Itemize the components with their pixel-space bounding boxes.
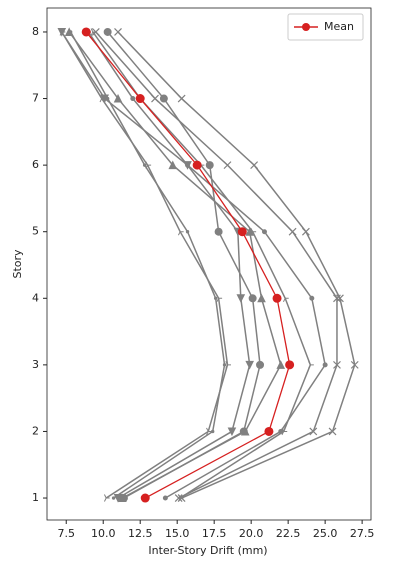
marker [250, 227, 257, 236]
marker [142, 163, 147, 167]
marker [322, 362, 328, 368]
marker [192, 160, 202, 170]
marker [103, 494, 110, 502]
marker [140, 493, 150, 503]
marker [113, 93, 123, 103]
marker [276, 360, 286, 369]
marker [213, 296, 218, 300]
marker [103, 27, 112, 36]
marker [130, 96, 136, 102]
marker [333, 294, 341, 303]
y-tick-label: 6 [32, 158, 39, 171]
series-line [68, 31, 282, 499]
marker [309, 295, 315, 301]
marker [214, 227, 223, 236]
marker [151, 94, 159, 103]
x-tick-label: 7.5 [57, 527, 75, 540]
y-tick-label: 7 [32, 92, 39, 105]
marker [301, 227, 310, 236]
series-line [95, 31, 338, 499]
marker [240, 426, 250, 436]
marker [225, 361, 231, 369]
x-tick-label: 12.5 [128, 527, 153, 540]
marker [135, 94, 145, 104]
marker [185, 162, 191, 168]
marker [111, 496, 116, 500]
marker [222, 363, 227, 367]
marker [162, 495, 168, 501]
legend-label: Mean [324, 20, 354, 33]
marker [272, 293, 282, 303]
x-axis-label: Inter-Story Drift (mm) [148, 544, 267, 557]
marker [264, 426, 274, 436]
marker [174, 494, 183, 502]
y-axis-label: Story [11, 249, 24, 279]
marker [205, 161, 214, 170]
marker [328, 427, 337, 436]
marker [248, 294, 257, 303]
marker [177, 94, 186, 103]
marker [168, 160, 178, 170]
marker [185, 230, 190, 234]
series-line [85, 31, 291, 499]
marker [309, 427, 318, 436]
marker [256, 360, 265, 369]
marker [90, 28, 97, 36]
marker [281, 427, 288, 436]
x-tick-label: 15.0 [165, 527, 190, 540]
x-tick-label: 27.5 [350, 527, 375, 540]
marker [237, 227, 247, 237]
marker [81, 27, 91, 37]
marker [159, 94, 168, 103]
x-tick-label: 10.0 [91, 527, 116, 540]
y-tick-label: 5 [32, 225, 39, 238]
x-tick-label: 25.0 [313, 527, 338, 540]
marker [308, 361, 314, 369]
marker [350, 360, 359, 369]
marker [250, 161, 259, 170]
marker [257, 293, 266, 303]
marker [177, 494, 184, 502]
legend-marker [302, 23, 310, 31]
marker [105, 96, 110, 101]
y-tick-label: 1 [32, 491, 39, 504]
x-tick-label: 22.5 [276, 527, 301, 540]
marker [333, 360, 341, 369]
marker [227, 427, 237, 437]
marker [285, 360, 295, 370]
y-tick-label: 4 [32, 291, 39, 304]
marker [236, 294, 246, 303]
marker [245, 360, 254, 370]
x-tick-label: 17.5 [202, 527, 227, 540]
marker [177, 227, 184, 236]
marker [59, 28, 66, 36]
marker [114, 28, 122, 36]
series-line [61, 31, 229, 499]
marker [99, 94, 106, 103]
series-line [107, 31, 261, 499]
marker [288, 227, 297, 236]
series-line [117, 31, 356, 499]
y-tick-label: 3 [32, 358, 39, 371]
series-line [70, 31, 226, 499]
marker [261, 229, 267, 235]
marker [68, 30, 73, 34]
marker [210, 429, 215, 434]
legend-box [287, 13, 364, 41]
x-tick-label: 20.0 [239, 527, 264, 540]
marker [216, 294, 223, 303]
y-tick-label: 8 [32, 25, 39, 38]
marker [282, 294, 289, 303]
y-tick-label: 2 [32, 424, 39, 437]
plot-frame [46, 7, 372, 521]
marker [223, 161, 232, 170]
series-line [61, 31, 251, 499]
marker [118, 493, 127, 503]
